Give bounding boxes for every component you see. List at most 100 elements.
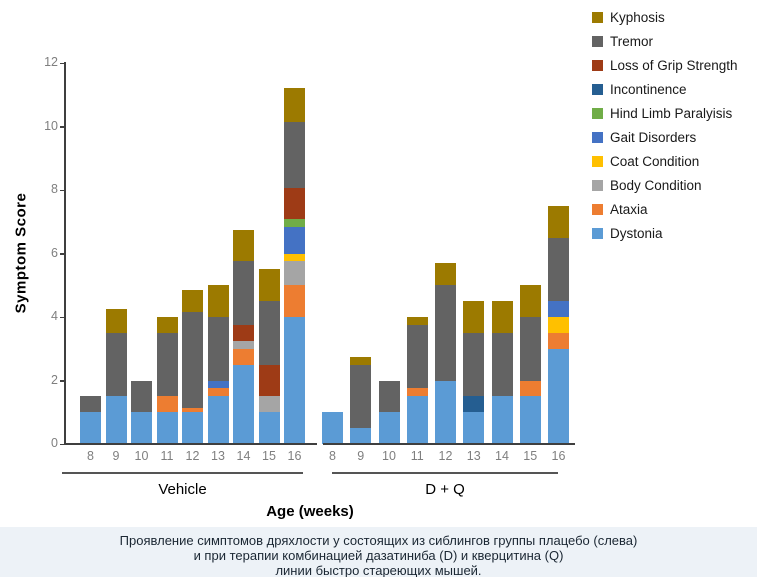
legend-item-tremor: Tremor bbox=[592, 29, 738, 53]
group-label-vehicle: Vehicle bbox=[158, 481, 207, 498]
x-tick-label: 14 bbox=[236, 449, 251, 463]
bar-segment-kyphosis bbox=[105, 309, 127, 333]
bar-segment-tremor bbox=[463, 332, 485, 397]
bar-segment-tremor bbox=[519, 317, 541, 381]
y-tick-label: 4 bbox=[51, 309, 58, 323]
y-tick-label: 12 bbox=[44, 55, 58, 69]
bar-segment-kyphosis bbox=[406, 317, 428, 325]
bar-segment-dystonia bbox=[284, 317, 305, 444]
bar-segment-kyphosis bbox=[548, 205, 569, 238]
legend-item-coat-condition: Coat Condition bbox=[592, 149, 738, 173]
y-tick-mark bbox=[60, 253, 65, 255]
legend-label: Incontinence bbox=[610, 81, 687, 97]
x-tick-label: 10 bbox=[134, 449, 149, 463]
legend-item-body-condition: Body Condition bbox=[592, 173, 738, 197]
bar-segment-kyphosis bbox=[519, 285, 541, 317]
bar-segment-tremor bbox=[105, 332, 127, 397]
bar-segment-coat-condition bbox=[284, 253, 305, 262]
bar-segment-loss-of-grip-strength bbox=[284, 188, 305, 219]
legend-label: Loss of Grip Strength bbox=[610, 57, 738, 73]
legend-swatch-incontinence bbox=[592, 83, 603, 95]
bar-segment-dystonia bbox=[491, 396, 513, 444]
bar-segment-ataxia bbox=[406, 388, 428, 397]
bar-segment-dystonia bbox=[548, 348, 569, 444]
figure-caption: Проявление симптомов дряхлости у состоящ… bbox=[0, 527, 757, 577]
bar-segment-tremor bbox=[435, 285, 456, 381]
bar-segment-tremor bbox=[131, 380, 152, 413]
y-axis-title: Symptom Score bbox=[12, 192, 30, 314]
bar-segment-kyphosis bbox=[435, 263, 456, 286]
bar-segment-kyphosis bbox=[258, 269, 280, 302]
legend-swatch-hind-limb-paralyisis bbox=[592, 107, 603, 119]
bar-segment-dystonia bbox=[406, 396, 428, 444]
bar-segment-kyphosis bbox=[284, 88, 305, 122]
y-tick-mark bbox=[60, 62, 65, 64]
bar-segment-tremor bbox=[284, 121, 305, 189]
group-label-dq: D + Q bbox=[425, 481, 465, 498]
bar-segment-hind-limb-paralyisis bbox=[284, 218, 305, 227]
bar-segment-ataxia bbox=[548, 332, 569, 349]
bar-segment-ataxia bbox=[156, 396, 178, 413]
bar-segment-kyphosis bbox=[463, 301, 485, 333]
x-axis-spine-dq bbox=[323, 443, 575, 445]
legend-label: Tremor bbox=[610, 33, 653, 49]
y-tick-label: 8 bbox=[51, 182, 58, 196]
bar-segment-tremor bbox=[406, 324, 428, 389]
bar-segment-kyphosis bbox=[182, 290, 203, 313]
legend-swatch-kyphosis bbox=[592, 11, 603, 23]
x-tick-label: 15 bbox=[523, 449, 538, 463]
x-axis-title: Age (weeks) bbox=[266, 503, 354, 520]
legend-swatch-coat-condition bbox=[592, 155, 603, 167]
y-tick-label: 10 bbox=[44, 118, 58, 133]
y-tick-mark bbox=[60, 126, 65, 128]
bar-segment-tremor bbox=[258, 301, 280, 365]
legend-swatch-loss-of-grip-strength bbox=[592, 59, 603, 71]
legend-item-kyphosis: Kyphosis bbox=[592, 5, 738, 29]
legend-item-incontinence: Incontinence bbox=[592, 77, 738, 101]
bar-segment-dystonia bbox=[378, 412, 400, 444]
legend-item-dystonia: Dystonia bbox=[592, 221, 738, 245]
bar-segment-loss-of-grip-strength bbox=[258, 364, 280, 397]
legend-label: Body Condition bbox=[610, 177, 702, 193]
bar-segment-dystonia bbox=[350, 428, 372, 444]
bar-segment-dystonia bbox=[435, 380, 456, 444]
bar-segment-ataxia bbox=[284, 285, 305, 317]
y-axis-spine bbox=[64, 62, 66, 445]
x-tick-label: 12 bbox=[438, 449, 453, 463]
legend-swatch-dystonia bbox=[592, 227, 603, 239]
x-axis-spine-vehicle bbox=[64, 443, 317, 445]
y-tick-label: 0 bbox=[51, 436, 58, 450]
bar-segment-incontinence bbox=[463, 396, 485, 413]
legend: Kyphosis Tremor Loss of Grip Strength Incon… bbox=[592, 5, 738, 245]
bar-segment-kyphosis bbox=[207, 285, 229, 317]
plot-area bbox=[66, 63, 580, 444]
caption-line-3: линии быстро стареющих мышей. bbox=[275, 563, 482, 577]
legend-label: Kyphosis bbox=[610, 9, 665, 25]
caption-line-2: и при терапии комбинацией дазатиниба (D)… bbox=[193, 548, 564, 563]
x-tick-label: 10 bbox=[382, 449, 396, 463]
legend-label: Dystonia bbox=[610, 225, 663, 241]
legend-label: Hind Limb Paralyisis bbox=[610, 105, 733, 121]
legend-swatch-tremor bbox=[592, 35, 603, 47]
bar-segment-tremor bbox=[491, 332, 513, 397]
bar-segment-tremor bbox=[182, 312, 203, 408]
legend-swatch-ataxia bbox=[592, 203, 603, 215]
x-tick-label: 9 bbox=[112, 449, 120, 463]
y-tick-mark bbox=[60, 443, 65, 445]
y-tick-mark bbox=[60, 316, 65, 318]
caption-line-1: Проявление симптомов дряхлости у состоящ… bbox=[119, 533, 638, 548]
bar-segment-gait-disorders bbox=[207, 380, 229, 389]
x-tick-label: 9 bbox=[357, 449, 365, 463]
bar-segment-ataxia bbox=[207, 388, 229, 397]
bar-segment-ataxia bbox=[519, 380, 541, 397]
bar-segment-gait-disorders bbox=[548, 301, 569, 317]
bar-segment-dystonia bbox=[258, 412, 280, 444]
bar-segment-dystonia bbox=[156, 412, 178, 444]
y-tick-label: 6 bbox=[51, 245, 58, 260]
x-tick-label: 16 bbox=[551, 449, 566, 463]
bar-segment-body-condition bbox=[258, 396, 280, 413]
y-tick-mark bbox=[60, 189, 65, 191]
legend-item-ataxia: Ataxia bbox=[592, 197, 738, 221]
bar-segment-dystonia bbox=[322, 412, 343, 444]
